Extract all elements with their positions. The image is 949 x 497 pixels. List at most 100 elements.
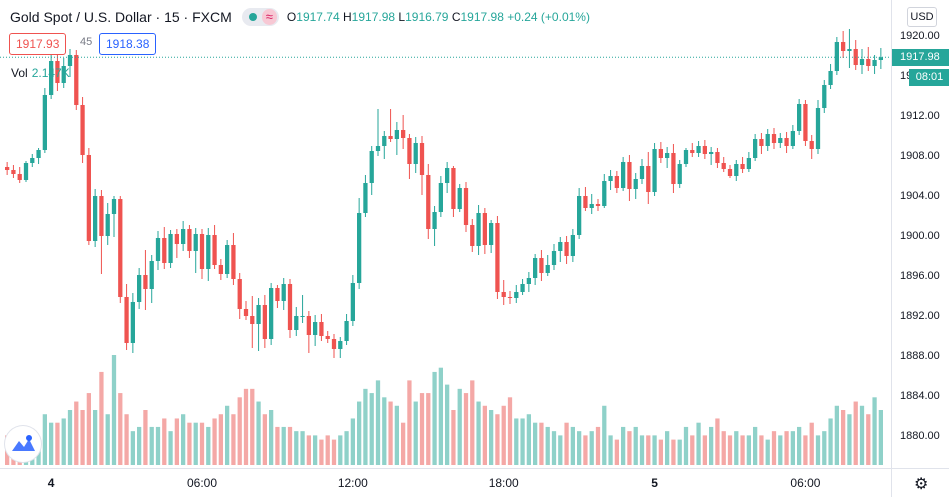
volume-bar [313,435,318,465]
volume-bar [489,410,494,465]
candle [621,162,626,188]
candle [577,196,582,235]
legend-row: Gold Spot / U.S. Dollar · 15 · FXCM ≈ O1… [10,8,590,26]
volume-bar [294,431,299,465]
volume-bars [5,355,883,465]
volume-bar [275,426,280,465]
volume-bar [375,380,381,465]
candle [683,150,689,164]
open-label: O [286,10,297,24]
candle [17,174,22,180]
volume-bar [583,435,588,465]
buy-price-button[interactable]: 1918.38 [99,33,157,55]
tradingview-logo-icon[interactable] [5,426,41,462]
volume-bar [771,431,777,465]
candle [394,130,399,139]
candle [124,297,129,343]
volume-bar [432,371,437,465]
volume-bar [388,401,393,465]
candle [727,169,733,176]
candle [426,175,431,229]
candle [237,279,242,309]
price-axis[interactable]: USD 1920.001916.001912.001908.001904.001… [891,0,949,468]
symbol-name: Gold Spot / U.S. Dollar [10,9,152,25]
volume-bar [727,435,733,465]
candle [658,149,663,158]
volume-bar [702,435,707,465]
volume-bar [872,397,877,465]
candle [174,234,179,244]
volume-bar [859,405,865,465]
candle [369,151,374,183]
candle [457,188,462,209]
volume-bar [765,439,770,465]
volume-bar [225,405,230,465]
candle [30,158,35,163]
volume-bar [350,418,355,465]
volume-bar [130,431,135,465]
candle [608,176,613,181]
volume-bar [137,426,142,465]
price-chart[interactable] [0,0,891,468]
volume-value: 2.147K [31,66,70,80]
candle [357,213,362,283]
candle [771,134,777,143]
candle [614,176,619,188]
volume-bar [740,435,745,465]
volume-bar [734,431,739,465]
volume-bar [99,371,104,465]
volume-bar [652,435,657,465]
time-axis[interactable]: 4 06:00 12:00 18:00 5 06:00 [0,468,891,497]
title-sep-1: · [155,9,165,25]
symbol-title[interactable]: Gold Spot / U.S. Dollar · 15 · FXCM [10,9,232,25]
candle [5,167,10,170]
volume-bar [407,380,412,465]
gear-icon[interactable]: ⚙ [914,476,929,493]
sell-price-button[interactable]: 1917.93 [9,33,67,55]
candle [36,150,41,158]
candle [822,85,827,108]
volume-bar [80,410,85,465]
volume-bar [834,405,839,465]
chart-pane[interactable]: Gold Spot / U.S. Dollar · 15 · FXCM ≈ O 1… [0,0,891,468]
volume-label: Vol [11,66,28,80]
candle [633,179,638,189]
price-tick-label: 1912.00 [900,110,940,122]
volume-bar [42,414,47,465]
volume-bar [155,426,161,465]
volume-bar [168,431,173,465]
candle [847,49,852,51]
bar-countdown: 08:01 [909,69,949,86]
candle [551,251,557,265]
candle [193,234,198,251]
candle [514,292,519,298]
market-status-pill[interactable]: ≈ [241,8,279,26]
candle [489,223,494,245]
volume-bar [690,435,695,465]
volume-bar [363,388,368,465]
volume-bar [526,414,531,465]
candle [815,108,821,149]
volume-bar [815,435,821,465]
price-tick-label: 1884.00 [900,390,940,402]
candle [753,139,758,158]
candle [526,278,531,284]
candle [413,143,418,164]
currency-button[interactable]: USD [907,7,937,27]
volume-bar [457,388,462,465]
candle [300,316,305,317]
volume-bar [93,410,98,465]
close-label: C [451,10,461,24]
volume-bar [778,435,783,465]
candle [162,238,167,263]
volume-bar [319,439,324,465]
candle [225,245,230,274]
candle [778,138,783,143]
candle [639,166,645,179]
volume-bar [118,393,123,465]
candle [589,204,594,208]
candle [331,339,337,349]
volume-bar [287,426,293,465]
approx-icon[interactable]: ≈ [261,9,277,25]
candle [595,204,601,206]
